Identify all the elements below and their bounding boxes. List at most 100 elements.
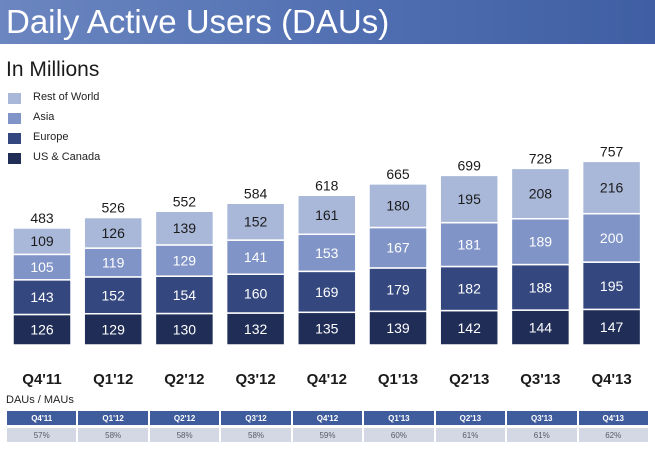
legend-swatch-europe [8,133,21,144]
dau-mau-quarter: Q2'12 [149,411,220,425]
bar-segment-asia [154,244,215,277]
bar-segment-asia [297,233,357,273]
x-tick-label: Q1'13 [378,371,418,388]
legend-label: Asia [33,111,55,123]
dau-mau-quarter: Q2'13 [435,411,506,425]
total-label: 483 [30,210,54,226]
total-label: 618 [315,177,339,193]
bar-segment-europe [225,273,286,314]
data-label: 119 [102,254,125,270]
dau-mau-quarter: Q4'12 [292,411,363,425]
dau-mau-value: 60% [364,428,434,442]
data-label: 180 [386,198,410,214]
data-label: 152 [244,214,268,230]
data-label: 167 [386,240,410,256]
dau-mau-label: DAUs / MAUs [6,394,74,406]
dau-mau-value-row: 57% 58% 58% 58% 59% 60% 61% 61% 62% [7,428,648,442]
dau-mau-quarter: Q3'12 [221,411,291,425]
x-tick-label: Q1'12 [93,371,133,388]
total-label: 552 [173,193,197,209]
data-label: 139 [173,220,197,236]
bar-segment-us-canada [581,308,642,346]
dau-mau-value: 61% [507,428,577,442]
bar-segment-rest-of-world [510,167,571,220]
bar-segment-us-canada [368,310,428,346]
bar-segment-us-canada [83,312,143,346]
bar-segment-asia [83,247,143,278]
bar-segment-europe [83,276,143,315]
bar-segment-rest-of-world [154,210,215,246]
data-label: 195 [458,191,482,207]
legend-swatch-rest-of-world [8,93,21,104]
bar-segment-rest-of-world [581,160,642,215]
bar-segment-asia [439,221,499,268]
data-label: 142 [458,320,482,336]
legend-swatch-asia [8,113,21,124]
dau-mau-value: 59% [292,428,363,442]
bar-segment-europe [12,279,72,316]
legend-label: US & Canada [33,151,101,163]
bar-segment-us-canada [510,309,571,346]
data-label: 143 [30,289,54,305]
dau-mau-quarter: Q4'11 [7,411,77,425]
x-tick-label: Q2'12 [164,371,204,388]
bar-segment-europe [439,265,499,312]
data-label: 161 [315,207,339,223]
x-tick-label: Q3'13 [520,371,560,388]
chart-subtitle: In Millions [6,58,100,81]
dau-mau-quarter: Q3'13 [507,411,577,425]
dau-mau-quarter: Q1'12 [78,411,148,425]
legend-label: Europe [33,131,69,143]
data-label: 139 [386,320,410,336]
dau-mau-quarter: Q4'13 [578,411,648,425]
dau-mau-header-row: Q4'11 Q1'12 Q2'12 Q3'12 Q4'12 Q1'13 Q2'1… [7,411,648,425]
header-bar: Daily Active Users (DAUs) [0,0,655,44]
page-title: Daily Active Users (DAUs) [6,3,390,40]
dau-mau-value: 62% [578,428,648,442]
legend-swatch-us-canada [8,153,21,164]
data-label: 169 [315,284,339,300]
x-tick-label: Q4'11 [22,371,61,388]
bar-segment-asia [12,253,72,281]
dau-mau-value: 58% [149,428,220,442]
dau-mau-value: 61% [435,428,506,442]
x-tick-label: Q3'12 [235,371,275,388]
bar-segment-rest-of-world [368,183,428,229]
data-label: 182 [458,281,482,297]
data-label: 129 [173,253,197,269]
x-tick-label: Q4'12 [307,371,347,388]
data-label: 154 [173,287,197,303]
data-label: 129 [102,321,126,337]
legend-label: Rest of World [33,91,100,103]
stacked-bar-chart: 126 143 105 109 483 Q4'11 129 152 119 126 526 Q1'12… [12,143,642,388]
bar-segment-rest-of-world [83,216,143,249]
data-label: 195 [600,278,624,294]
bar-segment-us-canada [225,312,286,346]
data-label: 132 [244,321,268,337]
data-label: 105 [30,259,54,275]
bar-group: 126 143 105 109 483 Q4'11 129 152 119 126 526 Q1'12… [12,143,642,388]
total-label: 665 [386,166,410,182]
bar-segment-us-canada [439,309,499,346]
data-label: 153 [315,245,339,261]
x-tick-label: Q2'13 [449,371,489,388]
data-label: 147 [600,319,624,335]
bar-segment-europe [297,270,357,314]
bar-segment-us-canada [297,311,357,346]
data-label: 208 [529,186,553,202]
data-label: 130 [173,321,197,337]
data-label: 135 [315,321,339,337]
total-label: 699 [458,157,482,173]
dau-mau-quarter: Q1'13 [364,411,434,425]
data-label: 181 [458,237,482,253]
data-label: 152 [102,287,126,303]
data-label: 188 [529,279,553,295]
data-label: 189 [529,234,553,250]
data-label: 216 [600,180,624,196]
data-label: 126 [102,225,126,241]
dau-mau-value: 58% [221,428,291,442]
data-label: 200 [600,230,624,246]
bar-segment-asia [225,239,286,275]
bar-segment-rest-of-world [12,227,72,256]
total-label: 584 [244,185,268,201]
